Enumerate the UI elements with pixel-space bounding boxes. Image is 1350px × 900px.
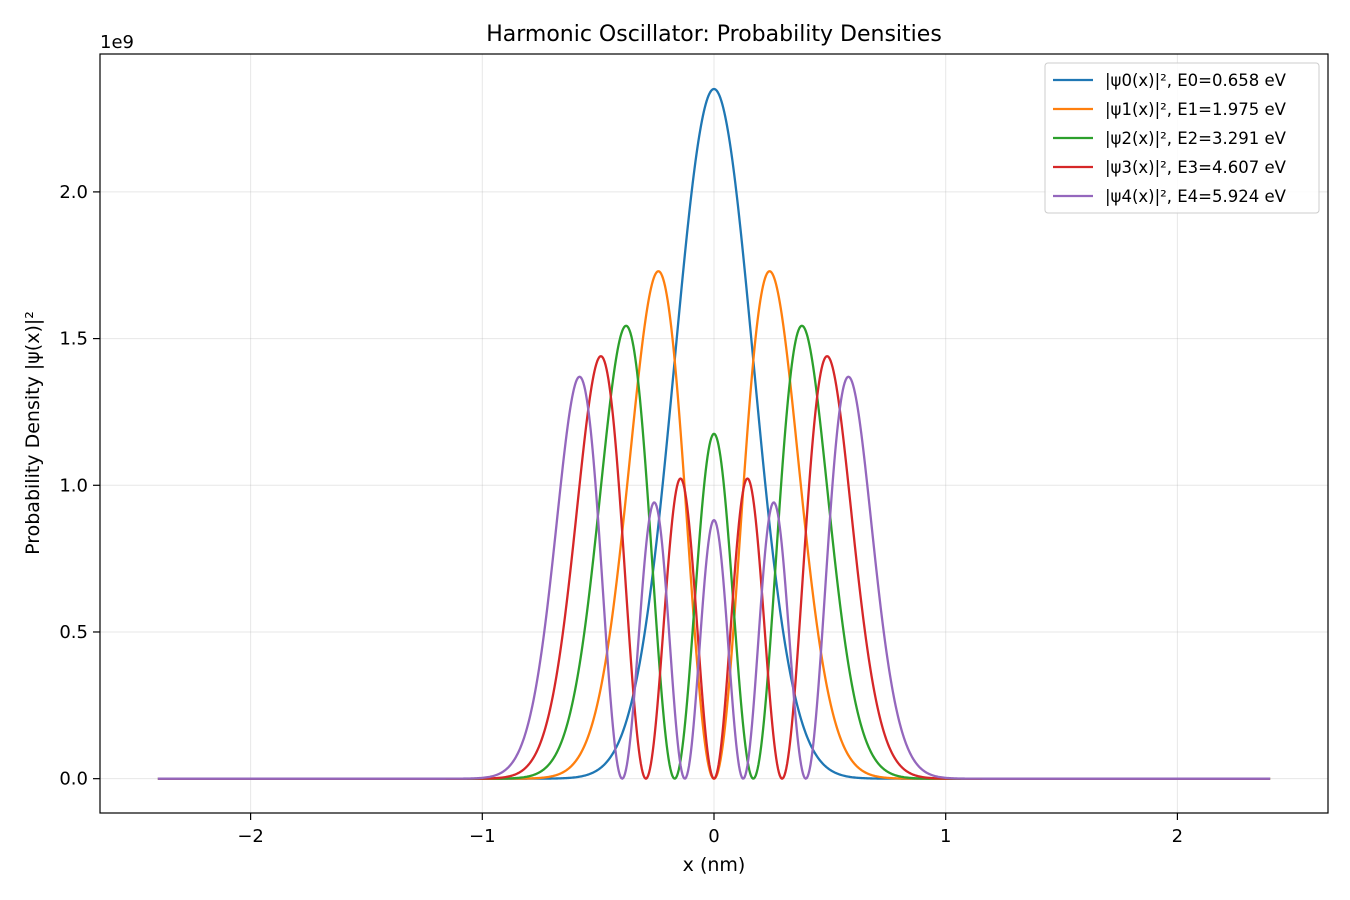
legend-label: |ψ3(x)|², E3=4.607 eV <box>1105 158 1287 177</box>
y-tick-label: 2.0 <box>59 182 88 203</box>
y-tick-label: 0.5 <box>59 622 88 643</box>
x-tick-label: 0 <box>708 826 719 847</box>
x-tick-label: −2 <box>237 826 264 847</box>
legend-box <box>1044 62 1320 214</box>
series-lines <box>157 87 1271 780</box>
legend-label: |ψ1(x)|², E1=1.975 eV <box>1105 100 1287 119</box>
y-tick-label: 1.0 <box>59 475 88 496</box>
y-tick-label: 0.0 <box>59 769 88 790</box>
series-line-psi4 <box>157 375 1271 780</box>
legend-label: |ψ0(x)|², E0=0.658 eV <box>1105 71 1287 90</box>
axis-ticks: −2 −1 0 1 2 0.0 0.5 1.0 1.5 2.0 <box>59 182 1183 847</box>
legend-label: |ψ4(x)|², E4=5.924 eV <box>1105 187 1287 206</box>
x-axis-label: x (nm) <box>683 854 746 876</box>
legend-label: |ψ2(x)|², E2=3.291 eV <box>1105 129 1287 148</box>
x-tick-label: −1 <box>469 826 496 847</box>
y-axis-label: Probability Density |ψ(x)|² <box>22 311 44 555</box>
x-tick-label: 2 <box>1172 826 1183 847</box>
y-axis-offset-label: 1e9 <box>100 32 134 53</box>
x-tick-label: 1 <box>940 826 951 847</box>
y-tick-label: 1.5 <box>59 329 88 350</box>
chart-title: Harmonic Oscillator: Probability Densiti… <box>486 22 942 47</box>
legend: |ψ0(x)|², E0=0.658 eV |ψ1(x)|², E1=1.975 … <box>1044 62 1320 214</box>
